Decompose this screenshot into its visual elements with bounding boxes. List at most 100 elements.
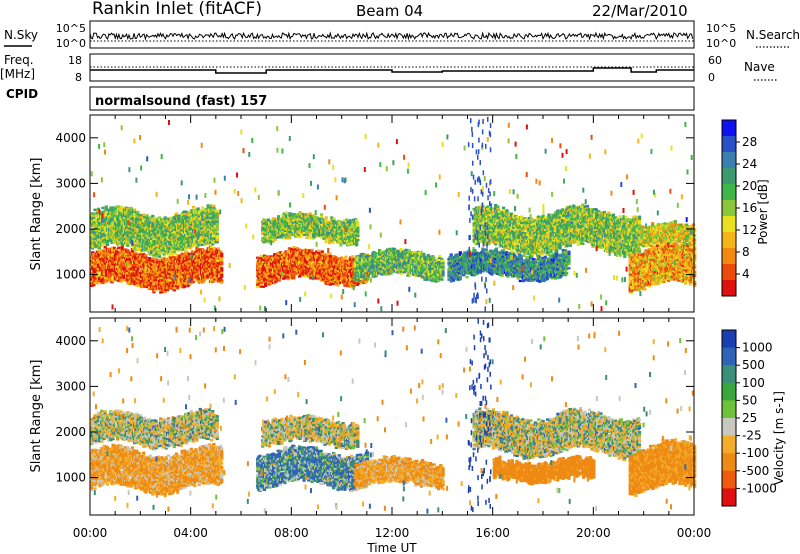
power-cell <box>216 241 219 243</box>
power-cell <box>216 229 219 231</box>
power-cell <box>164 216 167 218</box>
power-cell <box>220 282 223 284</box>
power-cell <box>309 212 312 214</box>
power-cell <box>163 253 166 255</box>
power-cell <box>105 205 108 207</box>
power-cell <box>220 257 223 259</box>
power-cell <box>216 237 219 239</box>
freq-label-1: Freq. <box>4 53 34 67</box>
power-cell <box>175 213 178 215</box>
power-cell <box>216 227 219 229</box>
power-cell <box>158 255 161 257</box>
freq-tick-bottom: 8 <box>75 71 82 84</box>
power-cell <box>198 280 201 282</box>
power-cell <box>146 214 149 216</box>
power-cell <box>142 214 145 216</box>
power-cell <box>220 273 223 275</box>
nsky-tick-bottom: 10^0 <box>56 37 86 50</box>
power-cell <box>217 247 220 249</box>
power-cell <box>300 235 303 237</box>
power-cell <box>117 247 120 249</box>
power-cell <box>121 248 124 250</box>
power-cell <box>210 246 213 248</box>
power-cell <box>264 282 267 284</box>
power-cell <box>321 250 324 252</box>
noise-series <box>90 33 694 41</box>
power-cell <box>198 244 201 246</box>
power-cell <box>331 283 334 285</box>
power-cell <box>220 267 223 269</box>
power-cell <box>277 215 280 217</box>
power-cell <box>184 248 187 250</box>
power-cell <box>121 246 124 248</box>
power-cell <box>311 249 314 251</box>
date-title: 22/Mar/2010 <box>592 2 688 20</box>
power-cell <box>292 277 295 279</box>
power-cell <box>212 205 215 207</box>
power-cell <box>133 209 136 211</box>
power-cell <box>104 246 107 248</box>
power-cell <box>220 269 223 271</box>
nave-tick-bottom: 0 <box>708 71 715 84</box>
power-cell <box>181 253 184 255</box>
power-cell <box>288 212 291 214</box>
power-cell <box>256 285 259 287</box>
power-cell <box>216 218 219 220</box>
power-cell <box>285 212 288 214</box>
power-cell <box>365 281 368 283</box>
power-cell <box>216 233 219 235</box>
power-cell <box>220 261 223 263</box>
power-cell <box>344 256 347 258</box>
power-cell <box>264 285 267 287</box>
power-cell <box>117 205 120 207</box>
power-cell <box>219 250 222 252</box>
power-cell <box>101 207 104 209</box>
power-cell <box>334 256 337 258</box>
power-cell <box>201 206 204 208</box>
figure: Rankin Inlet (fitACF) Beam 04 22/Mar/201… <box>0 0 800 554</box>
cpid-label: CPID <box>6 87 38 101</box>
power-cell <box>153 289 156 291</box>
power-cell <box>121 206 124 208</box>
power-cell <box>340 257 343 259</box>
power-cell <box>305 237 308 239</box>
power-cell <box>189 247 192 249</box>
nsky-trace <box>90 33 693 39</box>
nave-label: Nave <box>744 60 775 74</box>
nsky-label: N.Sky <box>4 28 38 42</box>
freq-label-2: [MHz] <box>0 67 35 81</box>
beam-title: Beam 04 <box>356 2 423 20</box>
power-cell <box>126 249 129 251</box>
power-cell <box>126 244 129 246</box>
nsearch-label: N.Search <box>746 28 800 42</box>
nsky-tick-top: 10^5 <box>56 22 86 35</box>
power-cell <box>151 215 154 217</box>
power-cell <box>278 279 281 281</box>
power-cell <box>317 250 320 252</box>
power-cell <box>169 254 172 256</box>
power-data <box>90 117 696 311</box>
power-cell <box>174 253 177 255</box>
power-cell <box>220 279 223 281</box>
nsearch-tick-top: 10^5 <box>706 22 736 35</box>
freq-tick-top: 18 <box>68 54 82 67</box>
power-cell <box>274 239 277 241</box>
power-cell <box>197 207 200 209</box>
power-cell <box>98 249 101 251</box>
power-cell <box>192 281 195 283</box>
power-cell <box>216 222 219 224</box>
power-cell <box>209 204 212 206</box>
power-cell <box>144 254 147 256</box>
nave-tick-top: 60 <box>708 54 722 67</box>
power-cell <box>176 287 179 289</box>
station-title: Rankin Inlet (fitACF) <box>92 0 262 19</box>
power-cell <box>351 255 354 257</box>
power-cell <box>283 277 286 279</box>
freq-series <box>90 67 694 73</box>
power-cell <box>220 255 223 257</box>
power-cell <box>216 210 219 212</box>
power-cell <box>260 255 263 257</box>
power-cell <box>220 253 223 255</box>
power-cell <box>136 211 139 213</box>
